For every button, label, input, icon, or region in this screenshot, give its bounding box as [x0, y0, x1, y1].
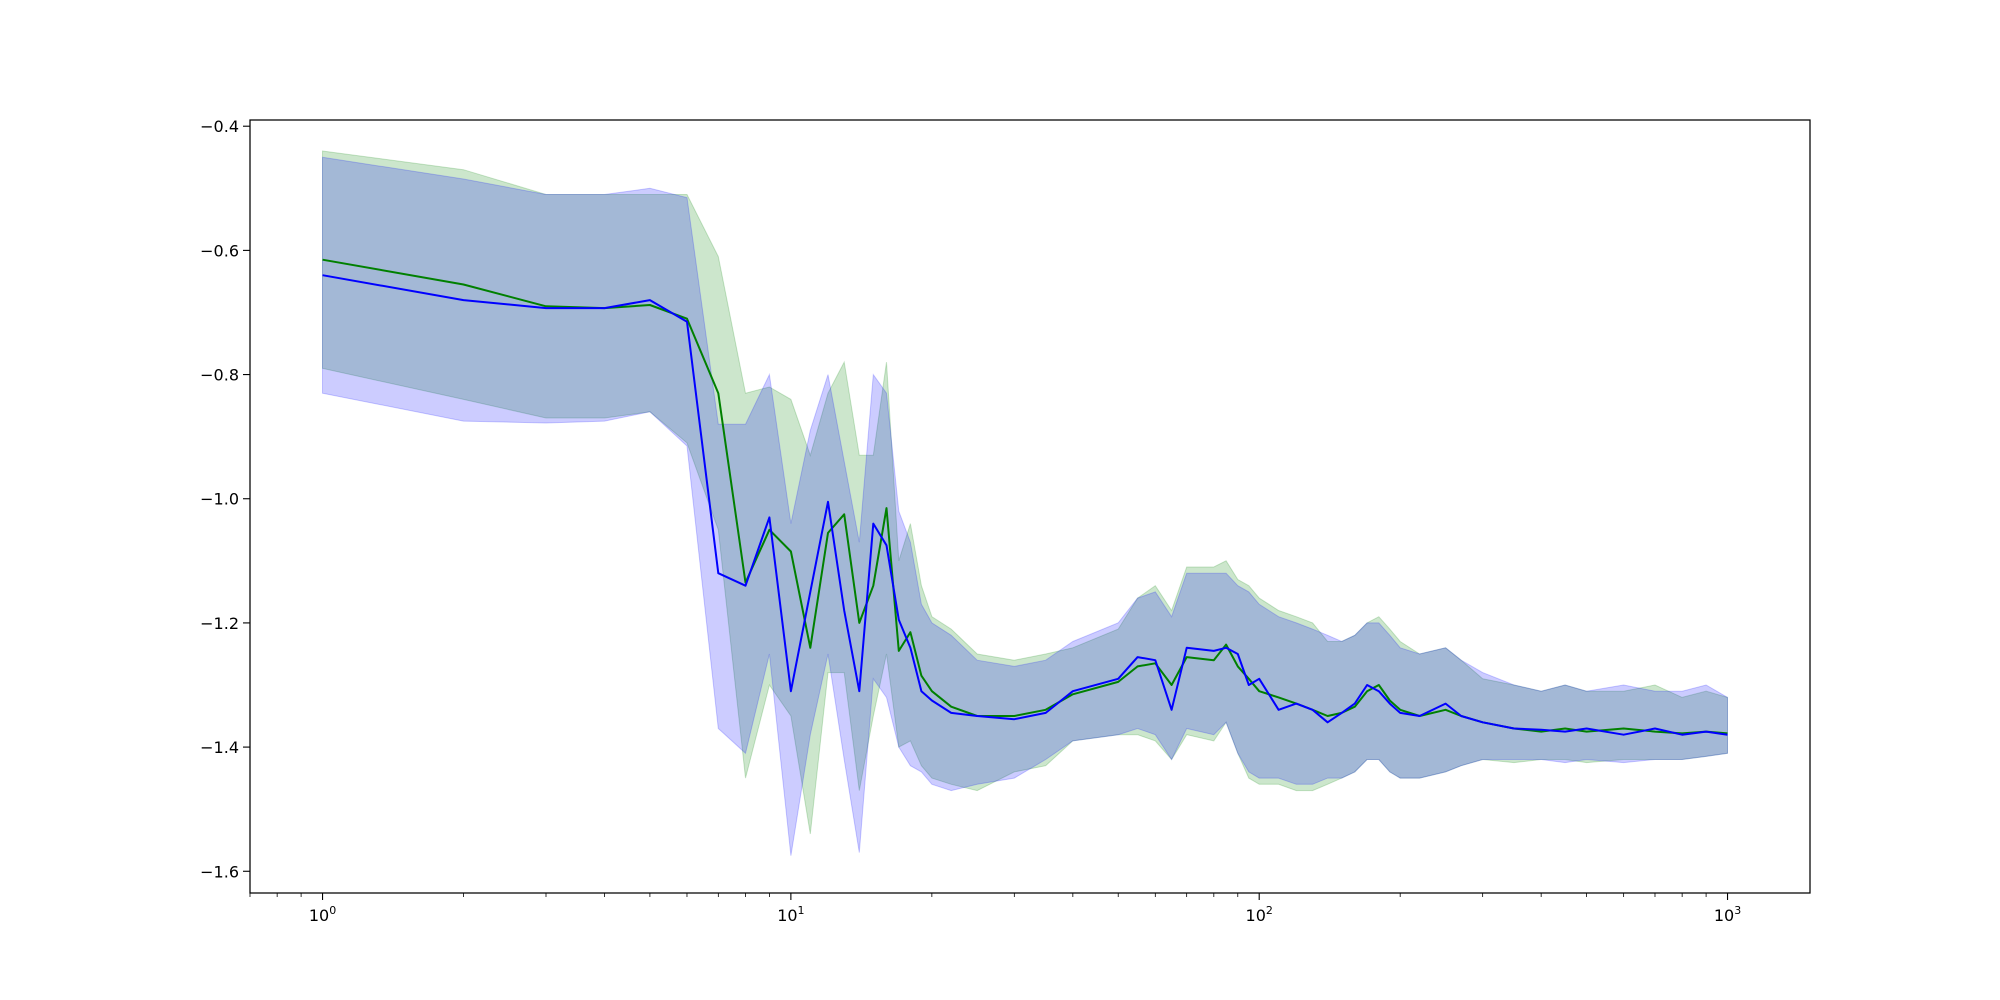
x-tick-label: 103	[1714, 904, 1741, 925]
y-tick-label: −1.0	[200, 490, 239, 509]
y-tick-label: −1.6	[200, 862, 239, 881]
y-tick-label: −1.4	[200, 738, 239, 757]
y-tick-label: −0.8	[200, 366, 239, 385]
x-tick-exponent: 2	[1266, 904, 1273, 917]
x-tick-label: 102	[1246, 904, 1273, 925]
y-tick-label: −0.4	[200, 117, 239, 136]
series-1-line	[322, 274, 1728, 736]
x-axis: 100 101 102 103	[249, 893, 1741, 925]
series-1-band	[322, 156, 1728, 856]
x-tick-exponent: 3	[1734, 904, 1741, 917]
x-tick-label: 100	[309, 904, 336, 925]
plot-frame	[249, 119, 1811, 894]
x-tick-exponent: 1	[798, 904, 805, 917]
x-tick-exponent: 0	[329, 904, 336, 917]
series-0-band	[322, 150, 1728, 835]
x-tick-label: 101	[777, 904, 804, 925]
plot-area	[322, 150, 1728, 856]
y-tick-label: −1.2	[200, 614, 239, 633]
y-axis: −0.4 −0.6 −0.8 −1.0 −1.2 −1.4 −1.6	[200, 117, 250, 881]
y-tick-label: −0.6	[200, 241, 239, 260]
